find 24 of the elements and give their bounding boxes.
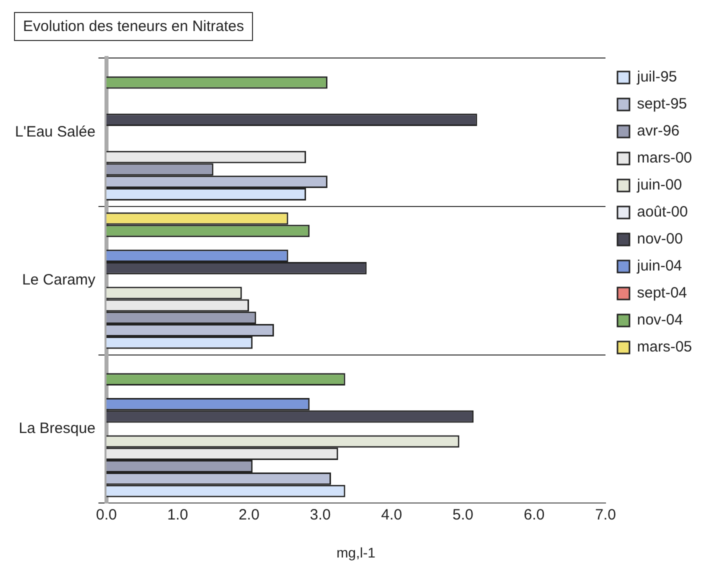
y-tick-label: Le Caramy xyxy=(22,272,96,289)
legend-label: mars-00 xyxy=(636,150,692,167)
legend-label: avr-96 xyxy=(636,122,680,140)
x-tick-label: 2.0 xyxy=(238,506,260,524)
legend-label: juin-00 xyxy=(636,176,682,194)
x-tick-label: 1.0 xyxy=(167,506,188,524)
legend-label: août-00 xyxy=(636,204,688,221)
legend-label: nov-04 xyxy=(636,312,683,329)
legend-label: juin-04 xyxy=(636,258,682,275)
legend-label: sept-04 xyxy=(636,284,688,302)
x-tick-label: 4.0 xyxy=(381,506,402,524)
y-tick-label: La Bresque xyxy=(18,420,96,438)
legend-label: mars-05 xyxy=(636,338,692,356)
legend-label: juil-95 xyxy=(636,68,678,86)
x-tick-label: 0.0 xyxy=(96,506,117,524)
chart-title: Evolution des teneurs en Nitrates xyxy=(14,12,253,41)
y-tick-label: L'Eau Salée xyxy=(14,123,96,140)
x-tick-label: 3.0 xyxy=(310,506,331,524)
legend-label: nov-00 xyxy=(636,230,683,248)
x-tick-label: 6.0 xyxy=(524,506,545,524)
legend-label: sept-95 xyxy=(636,96,688,113)
x-tick-label: 5.0 xyxy=(452,506,474,524)
x-tick-label: 7.0 xyxy=(595,506,616,524)
x-axis-title: mg,l-1 xyxy=(336,544,376,560)
